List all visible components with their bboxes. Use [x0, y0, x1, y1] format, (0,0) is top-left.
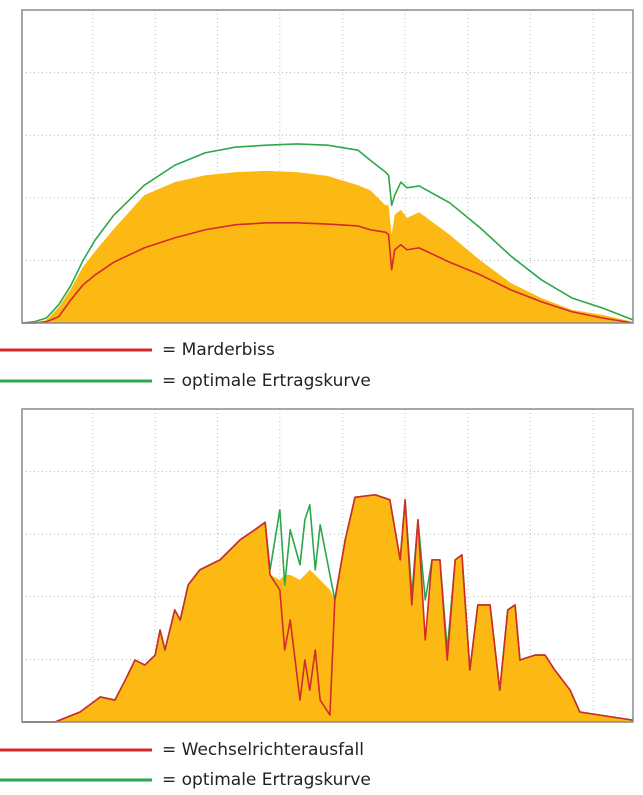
- area: [22, 494, 633, 722]
- line: [21, 143, 634, 324]
- plot-frame: [21, 408, 634, 723]
- legend-label: = Wechselrichterausfall: [162, 740, 364, 760]
- line: [22, 493, 634, 723]
- line: [22, 222, 634, 324]
- legend-label: = Marderbiss: [162, 340, 275, 360]
- legend-label: = optimale Ertragskurve: [162, 371, 371, 391]
- plot-frame: [21, 9, 634, 324]
- legend-label: = optimale Ertragskurve: [162, 770, 371, 790]
- area: [22, 170, 633, 323]
